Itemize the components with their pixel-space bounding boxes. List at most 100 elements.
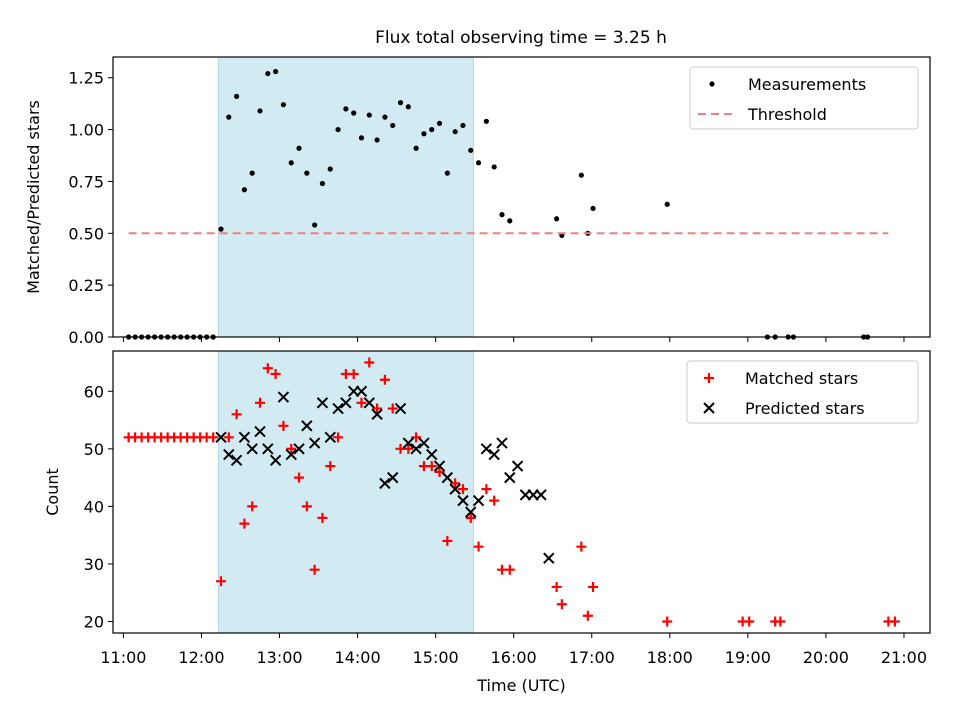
predicted-star-point [363,397,375,409]
measurement-point [319,180,326,187]
matched-star-point [333,432,344,443]
matched-star-point [576,541,587,552]
matched-star-point [387,403,398,414]
matched-star-point [556,599,567,610]
matched-star-point [411,432,422,443]
x-tick-label: 12:00 [178,648,224,667]
measurement-point [382,114,388,120]
measurement-point [374,137,380,143]
predicted-star-point [308,437,321,449]
y-tick-label: 0.75 [68,172,104,191]
matched-star-point [356,397,367,408]
matched-star-point [457,484,468,495]
y-tick-label: 0.50 [68,224,104,243]
predicted-star-point [496,437,508,449]
matched-star-point [662,616,673,627]
predicted-star-point [418,437,430,449]
measurement-point [226,114,232,120]
matched-star-point [775,616,786,627]
matched-star-point [473,541,484,552]
predicted-star-point [488,448,500,461]
predicted-star-point [340,397,352,409]
matched-star-point [442,535,453,546]
x-tick-label: 19:00 [725,648,771,667]
measurement-point [257,108,263,114]
measurement-point [405,104,411,110]
y-tick-label: 30 [84,555,104,574]
matched-star-point [426,461,437,472]
measurement-point [475,160,482,166]
observing-span [217,56,474,338]
measurement-point [312,222,318,228]
legend-marker-measurements [709,81,715,87]
measurement-point [390,122,396,129]
axes-frame [112,350,931,634]
predicted-star-point [301,420,313,432]
legend-marker-predicted [703,402,715,414]
matched-star-point [348,369,359,380]
matched-star-point [588,581,599,592]
matched-star-point [223,432,234,443]
predicted-star-point [379,477,391,490]
x-axis-label: Time (UTC) [476,676,565,695]
measurement-point [436,120,443,126]
y-tick-label: 20 [84,612,104,631]
measurement-point [664,201,670,207]
legend-box [689,66,919,130]
matched-star-point [364,357,375,368]
legend-label: Predicted stars [745,399,865,418]
measurement-point [296,145,302,151]
predicted-star-point [223,448,235,461]
x-tick-label: 11:00 [100,648,146,667]
predicted-star-point [316,397,329,409]
predicted-star-point [285,448,297,461]
measurement-point [444,170,450,176]
matched-star-point [262,363,273,374]
matched-star-point [489,495,500,506]
matched-star-point [309,564,320,575]
y-tick-label: 50 [84,440,104,459]
measurement-point [288,160,294,166]
predicted-star-point [426,448,438,461]
measurement-point [233,93,240,100]
x-tick-label: 21:00 [881,648,927,667]
measurement-point [241,187,247,193]
matched-star-point [301,501,312,512]
matched-star-point [372,403,383,414]
matched-star-point [379,374,390,385]
predicted-star-point [215,431,227,444]
predicted-star-point [394,402,407,415]
predicted-star-point [386,471,399,484]
matched-star-point [286,443,297,454]
predicted-star-point [246,443,258,455]
matched-star-point [551,581,562,592]
y-tick-label: 0.00 [68,328,104,347]
x-tick-label: 15:00 [413,648,459,667]
measurement-point [421,131,427,137]
matched-star-point [294,472,305,483]
x-tick-label: 14:00 [335,648,381,667]
predicted-star-point [504,471,516,484]
measurement-point [351,110,357,116]
measurement-point [491,164,497,170]
legend-label: Matched stars [745,369,858,388]
measurement-point [460,122,466,129]
matched-star-point [231,409,242,420]
matched-star-point [450,478,461,489]
matched-star-point [215,576,226,587]
matched-star-point [239,518,250,529]
matched-star-point [465,512,476,523]
legend-label: Threshold [747,105,827,124]
predicted-star-point [332,402,344,415]
measurement-point [507,218,513,224]
matched-star-point [434,466,445,477]
predicted-star-point [355,385,368,397]
predicted-star-point [230,454,243,467]
matched-star-point [481,484,492,495]
predicted-star-point [511,460,524,472]
observing-span [217,350,474,634]
measurement-point [590,205,596,212]
panel-bottom: 20 30 40 50 60 11:00 12:00 13:00 14:00 15:00 16:00… [43,350,931,695]
measurement-point [280,102,287,108]
